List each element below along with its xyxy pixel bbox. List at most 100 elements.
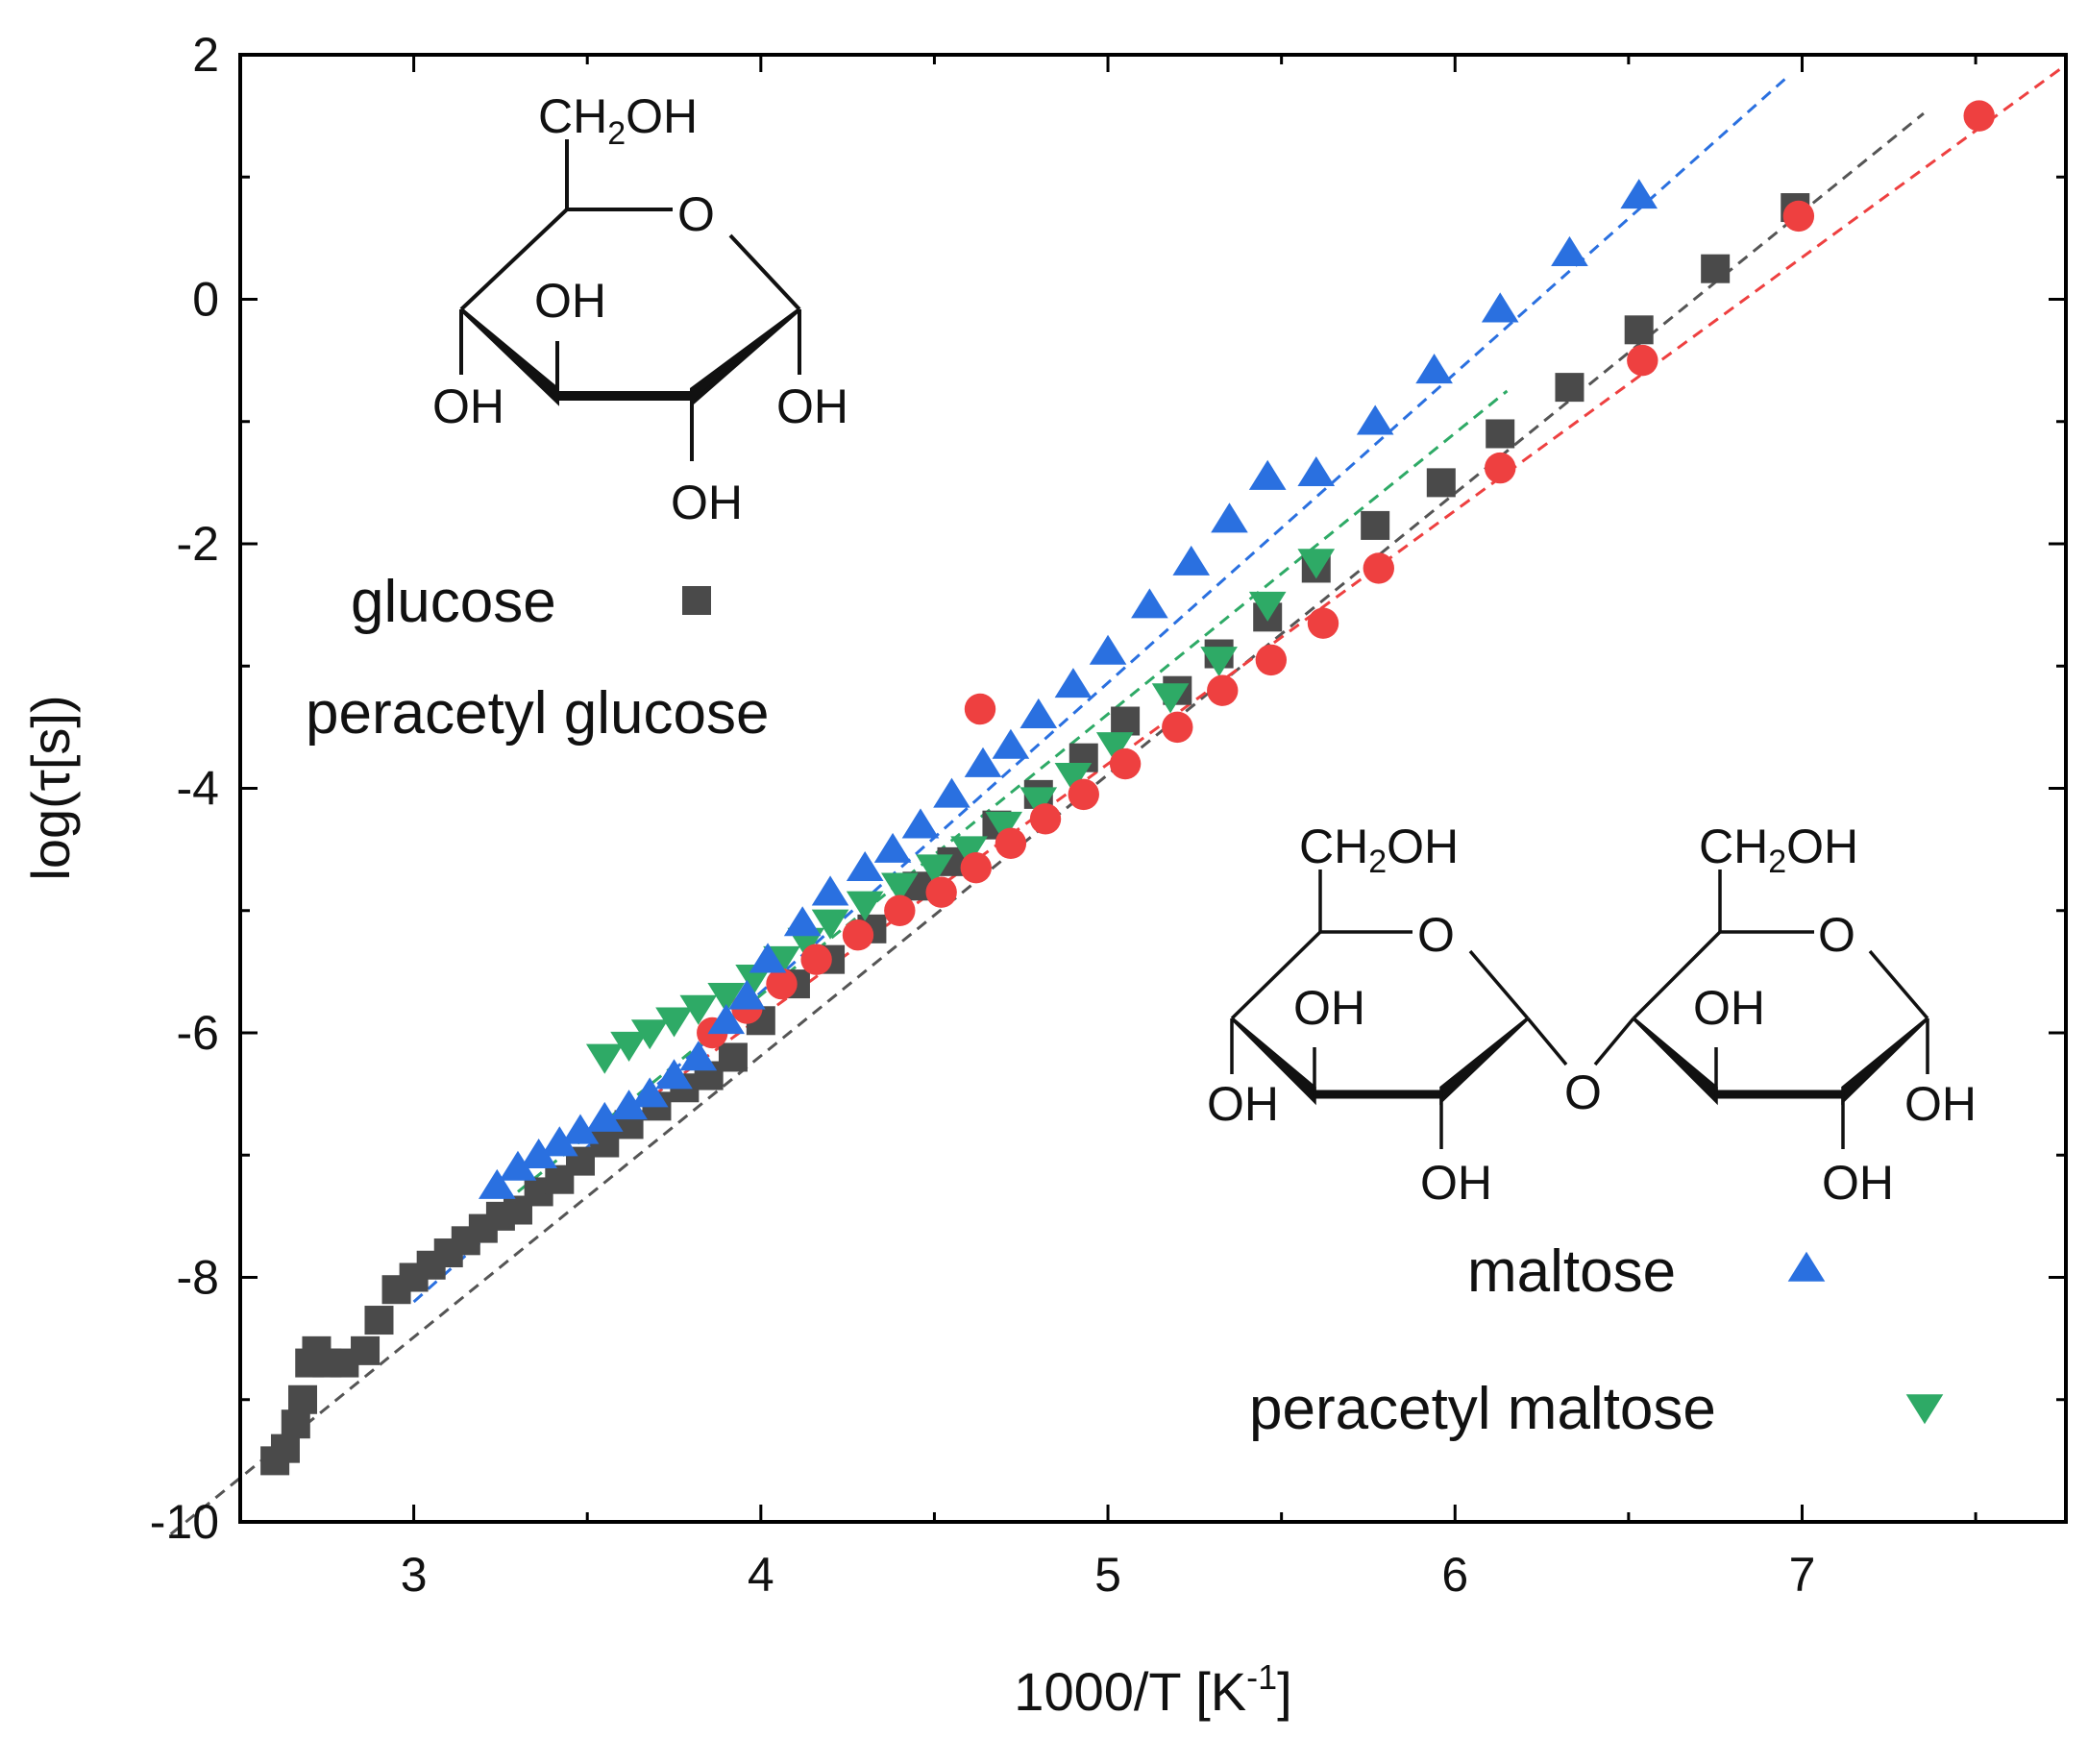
data-point-peracetyl-maltose — [916, 854, 953, 885]
data-point-glucose — [1555, 373, 1584, 403]
data-point-peracetyl-maltose — [655, 1007, 693, 1038]
data-point-glucose — [1486, 419, 1515, 449]
data-point-maltose — [1481, 292, 1519, 323]
legend-marker-glucose — [682, 586, 711, 615]
x-tick-label: 6 — [1441, 1548, 1468, 1602]
fit-lines — [169, 62, 2066, 1535]
maltose-oh-2: OH — [1207, 1077, 1279, 1131]
data-point-peracetyl-glucose — [1963, 100, 1995, 132]
fit-line-0 — [169, 111, 1925, 1535]
data-point-maltose — [1356, 404, 1394, 435]
data-point-peracetyl-glucose — [1207, 674, 1239, 706]
legend-label-glucose: glucose — [351, 569, 556, 635]
data-point-peracetyl-maltose — [610, 1031, 648, 1062]
data-point-maltose — [749, 943, 787, 973]
data-point-peracetyl-glucose — [1307, 607, 1339, 639]
data-point-maltose — [1089, 634, 1127, 665]
data-point-maltose — [1551, 235, 1588, 266]
y-tick-label: -10 — [150, 1495, 219, 1549]
maltose-oh-3: OH — [1420, 1156, 1492, 1210]
data-point-maltose — [520, 1139, 557, 1169]
data-point-peracetyl-glucose — [1029, 803, 1062, 835]
data-point-maltose — [630, 1077, 669, 1108]
data-point-glucose — [1701, 254, 1731, 283]
maltose-ring-o-right: O — [1818, 908, 1855, 962]
data-point-peracetyl-glucose — [800, 943, 832, 975]
data-point-peracetyl-glucose — [1109, 747, 1142, 780]
data-point-maltose — [1620, 179, 1658, 209]
data-point-peracetyl-maltose — [1019, 787, 1058, 818]
data-point-maltose — [873, 832, 912, 863]
data-point-maltose — [901, 808, 940, 839]
data-point-maltose — [1211, 502, 1248, 533]
data-point-maltose — [811, 875, 849, 906]
x-tick-label: 3 — [401, 1548, 428, 1602]
data-point-peracetyl-maltose — [630, 1019, 669, 1050]
data-point-glucose — [1426, 468, 1456, 498]
data-point-maltose — [499, 1150, 537, 1181]
data-point-peracetyl-maltose — [1151, 683, 1190, 714]
data-point-maltose — [1297, 455, 1336, 486]
data-point-maltose — [1248, 459, 1287, 490]
data-point-maltose — [478, 1168, 516, 1199]
data-point-peracetyl-glucose — [1363, 552, 1394, 584]
data-point-peracetyl-maltose — [1297, 549, 1336, 579]
fit-line-1 — [621, 62, 2066, 1120]
data-point-peracetyl-glucose — [1485, 452, 1516, 484]
y-tick-label: -2 — [177, 517, 219, 571]
data-point-glucose — [288, 1384, 318, 1414]
glucose-labels: CH2OH O OH OH OH OH — [432, 89, 848, 529]
data-point-peracetyl-glucose — [884, 894, 916, 926]
data-point-glucose — [270, 1433, 300, 1463]
y-tick-label: -8 — [177, 1251, 219, 1305]
data-point-maltose — [992, 728, 1030, 759]
data-point-peracetyl-glucose — [842, 919, 874, 951]
data-point-maltose — [1131, 588, 1168, 619]
legend-label-maltose: maltose — [1467, 1238, 1676, 1305]
y-tick-label: -4 — [177, 762, 219, 816]
data-markers — [260, 100, 1995, 1476]
y-tick-label: 0 — [192, 273, 219, 327]
data-point-maltose — [1054, 668, 1093, 698]
data-point-peracetyl-maltose — [811, 909, 849, 940]
data-point-maltose — [846, 850, 884, 882]
glucose-ch2oh: CH2OH — [538, 89, 698, 152]
data-point-peracetyl-maltose — [1095, 732, 1134, 763]
data-point-glucose — [1624, 315, 1654, 345]
data-point-maltose — [655, 1059, 693, 1090]
legend-marker-peracetyl-glucose — [964, 693, 996, 725]
glucose-structure — [459, 139, 801, 461]
data-point-maltose — [561, 1114, 600, 1144]
legend: glucose peracetyl glucose maltose perace… — [306, 569, 1944, 1442]
data-point-peracetyl-maltose — [707, 983, 746, 1014]
y-axis-title: log(τ[s]) — [20, 695, 81, 880]
data-point-peracetyl-glucose — [1162, 711, 1193, 744]
data-point-peracetyl-glucose — [1255, 644, 1288, 676]
data-point-glucose — [281, 1409, 310, 1439]
x-axis-title-end: ] — [1277, 1661, 1292, 1722]
legend-marker-maltose — [1787, 1251, 1826, 1282]
data-point-maltose — [610, 1090, 648, 1120]
glucose-ring-o: O — [677, 187, 715, 241]
data-point-maltose — [585, 1101, 624, 1132]
data-point-peracetyl-maltose — [679, 994, 718, 1025]
data-point-peracetyl-glucose — [925, 876, 957, 908]
data-point-maltose — [1019, 698, 1058, 728]
maltose-oh-6: OH — [1822, 1156, 1894, 1210]
data-point-maltose — [964, 747, 1002, 777]
data-point-maltose — [707, 1004, 746, 1035]
data-point-peracetyl-glucose — [995, 827, 1027, 859]
glucose-oh-2: OH — [432, 380, 504, 433]
glucose-oh-1: OH — [534, 274, 606, 328]
data-point-peracetyl-maltose — [1248, 591, 1287, 622]
data-point-peracetyl-maltose — [846, 891, 884, 921]
data-point-peracetyl-glucose — [960, 852, 992, 884]
data-point-glucose — [351, 1335, 381, 1365]
data-point-maltose — [783, 906, 822, 937]
data-point-peracetyl-glucose — [1627, 344, 1658, 377]
x-tick-label: 7 — [1789, 1548, 1816, 1602]
maltose-structure — [1230, 870, 1929, 1149]
data-point-maltose — [679, 1041, 718, 1071]
data-point-maltose — [540, 1126, 578, 1157]
